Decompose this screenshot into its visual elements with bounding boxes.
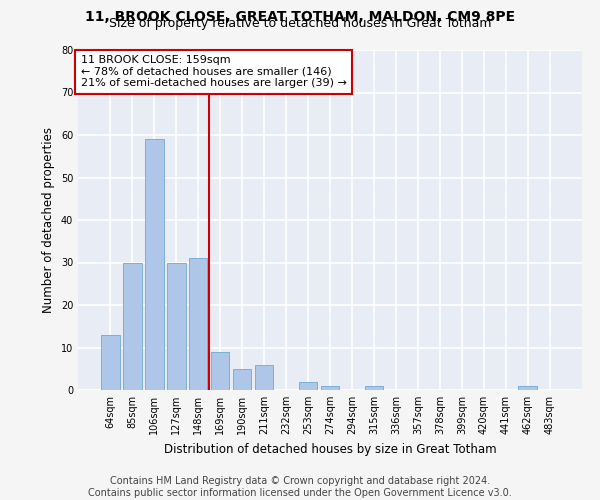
Text: 11 BROOK CLOSE: 159sqm
← 78% of detached houses are smaller (146)
21% of semi-de: 11 BROOK CLOSE: 159sqm ← 78% of detached… <box>80 55 346 88</box>
Bar <box>255 364 274 390</box>
Bar <box>518 386 537 390</box>
Text: 11, BROOK CLOSE, GREAT TOTHAM, MALDON, CM9 8PE: 11, BROOK CLOSE, GREAT TOTHAM, MALDON, C… <box>85 10 515 24</box>
Bar <box>299 382 317 390</box>
Bar <box>233 369 251 390</box>
Bar <box>167 262 185 390</box>
Bar <box>101 335 119 390</box>
Bar <box>320 386 340 390</box>
Bar <box>123 262 142 390</box>
Text: Contains HM Land Registry data © Crown copyright and database right 2024.
Contai: Contains HM Land Registry data © Crown c… <box>88 476 512 498</box>
Bar <box>189 258 208 390</box>
Text: Size of property relative to detached houses in Great Totham: Size of property relative to detached ho… <box>109 18 491 30</box>
Bar <box>145 139 164 390</box>
Bar <box>365 386 383 390</box>
X-axis label: Distribution of detached houses by size in Great Totham: Distribution of detached houses by size … <box>164 442 496 456</box>
Y-axis label: Number of detached properties: Number of detached properties <box>42 127 55 313</box>
Bar <box>211 352 229 390</box>
